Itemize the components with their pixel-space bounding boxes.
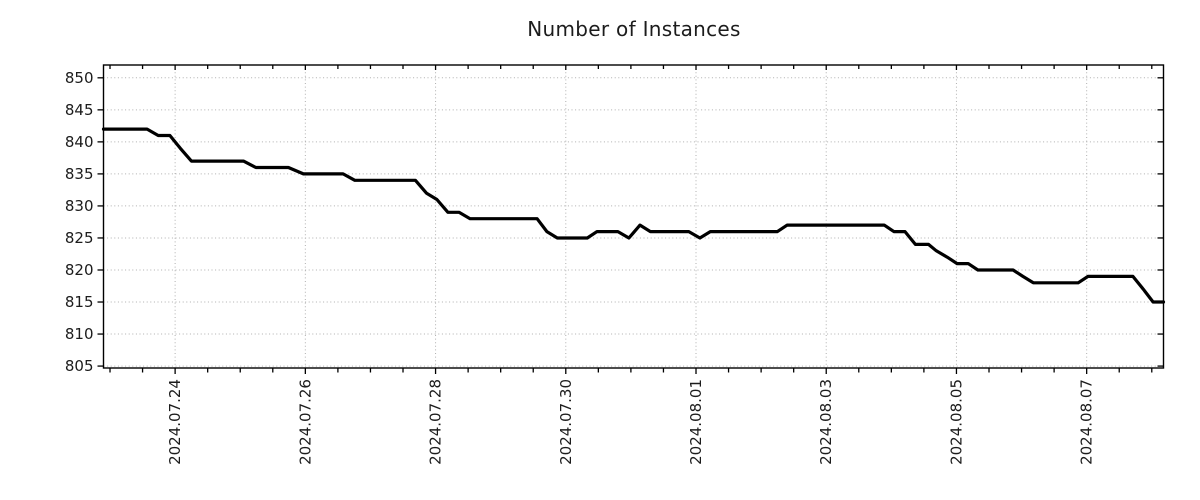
y-tick-label: 845 (65, 101, 94, 119)
x-tick-label: 2024.07.26 (296, 379, 314, 465)
y-tick-label: 830 (65, 197, 94, 215)
x-tick-label: 2024.07.30 (557, 379, 575, 465)
y-tick-label: 820 (65, 261, 94, 279)
y-tick-label: 805 (65, 357, 94, 375)
y-tick-label: 825 (65, 229, 94, 247)
x-tick-labels: 2024.07.24 2024.07.26 2024.07.28 2024.07.30… (166, 379, 1096, 465)
axis-ticks (97, 65, 1164, 374)
x-tick-label: 2024.07.24 (166, 379, 184, 465)
x-tick-label: 2024.08.05 (947, 379, 965, 465)
y-tick-label: 850 (65, 69, 94, 87)
x-tick-label: 2024.07.28 (427, 379, 445, 465)
y-tick-labels: 805 810 815 820 825 830 835 840 845 850 (65, 69, 94, 375)
y-tick-label: 815 (65, 293, 94, 311)
plot-frame (102, 64, 1165, 369)
y-tick-label: 835 (65, 165, 94, 183)
y-tick-label: 810 (65, 325, 94, 343)
y-tick-label: 840 (65, 133, 94, 151)
x-tick-label: 2024.08.07 (1078, 379, 1096, 465)
x-tick-label: 2024.08.03 (817, 379, 835, 465)
data-line (101, 127, 1166, 304)
plot-border (102, 64, 1165, 369)
gridlines (103, 65, 1164, 368)
data-series (101, 127, 1166, 304)
x-tick-label: 2024.08.01 (687, 379, 705, 465)
chart-title: Number of Instances (527, 17, 741, 41)
